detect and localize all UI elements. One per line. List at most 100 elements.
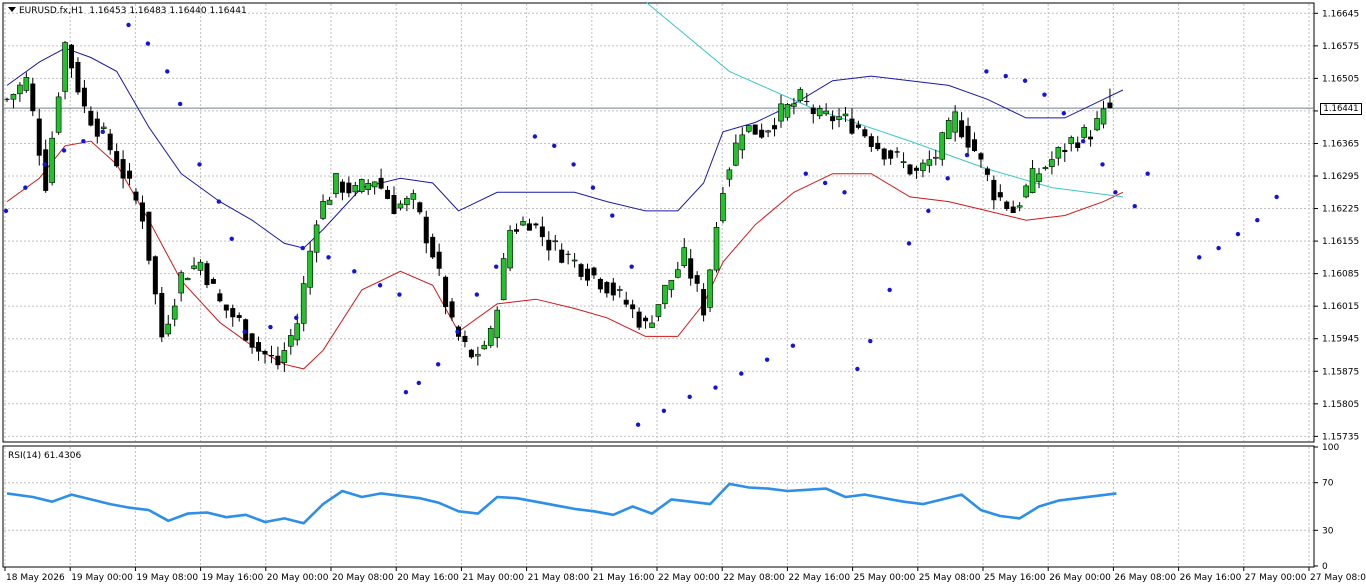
candle-bear — [604, 282, 610, 294]
time-tick-label: 20 May 16:00 — [397, 573, 459, 583]
price-grid — [4, 4, 1313, 441]
psar-dot — [494, 264, 499, 269]
candle-bear — [862, 129, 868, 137]
price-tick-label: 1.16085 — [1322, 270, 1359, 280]
candle-bear — [385, 189, 391, 199]
time-tick-label: 20 May 00:00 — [267, 573, 329, 583]
candle-bear — [107, 133, 113, 151]
rsi-tick-label: 0 — [1322, 562, 1328, 572]
time-tick-label: 22 May 16:00 — [788, 573, 850, 583]
psar-dot — [1080, 138, 1086, 144]
psar-dot — [81, 138, 86, 144]
psar-dot — [229, 236, 234, 241]
candle-bear — [223, 304, 229, 311]
lower-band-line — [6, 140, 1124, 370]
psar-dot — [177, 101, 183, 107]
candle-bull — [674, 269, 681, 278]
price-tick-label: 1.16295 — [1322, 172, 1359, 182]
candle-bull — [952, 111, 958, 133]
candle-bull — [481, 344, 488, 350]
candle-bull — [720, 193, 726, 222]
candle-bull — [487, 327, 494, 346]
psar-dot — [964, 152, 970, 158]
candle-bull — [733, 142, 739, 166]
candle-bull — [49, 137, 55, 183]
psar-dot — [100, 129, 105, 135]
candle-bull — [358, 179, 365, 193]
candle-bear — [230, 308, 236, 318]
psar-dot — [197, 162, 202, 167]
psar-dot — [635, 422, 641, 427]
rsi-label: RSI(14) 61.4306 — [8, 451, 82, 461]
candle-bull — [365, 183, 372, 191]
candle-bull — [333, 173, 339, 195]
candle-bull — [791, 103, 797, 107]
candle-bull — [681, 247, 688, 267]
candle-bull — [552, 240, 559, 243]
price-tick-label: 1.16155 — [1322, 237, 1359, 247]
candle-bear — [907, 164, 913, 175]
candle-bear — [443, 276, 449, 307]
psar-dot — [552, 143, 557, 148]
candle-bear — [69, 44, 74, 69]
candle-bear — [888, 150, 894, 159]
candle-bear — [810, 107, 816, 115]
candle-bear — [127, 170, 133, 179]
candle-bull — [313, 224, 320, 253]
psar-dot — [855, 366, 860, 372]
timeframe-label: H1 — [71, 6, 84, 16]
candle-bull — [571, 259, 578, 262]
candle-bull — [507, 229, 513, 269]
candle-bull — [520, 221, 526, 226]
price-axis: 1.166451.165751.165051.164351.163651.162… — [1314, 9, 1359, 442]
candle-bull — [1055, 147, 1062, 159]
candle-bear — [94, 118, 100, 137]
candle-bull — [1049, 159, 1055, 167]
symbol-name: EURUSD.fx — [19, 6, 69, 16]
candle-bear — [75, 61, 81, 93]
upper-band-line — [6, 47, 1124, 249]
candle-bull — [1068, 137, 1075, 145]
psar-dot — [764, 357, 770, 362]
psar-dot — [403, 389, 409, 395]
candle-bear — [972, 139, 977, 152]
candle-bull — [320, 201, 326, 219]
psar-dot — [455, 329, 460, 334]
psar-dot — [945, 176, 950, 181]
candle-bear — [997, 192, 1003, 198]
candle-bull — [184, 277, 191, 281]
candle-bull — [1023, 185, 1029, 198]
candle-bear — [120, 159, 126, 179]
candles — [4, 40, 1113, 372]
candle-bull — [397, 203, 404, 209]
time-tick-label: 19 May 00:00 — [71, 573, 133, 583]
candle-bull — [494, 309, 501, 338]
candle-bear — [88, 110, 94, 126]
dropdown-arrow-icon[interactable] — [8, 7, 16, 12]
candle-bull — [191, 265, 197, 269]
rsi-tick-label: 30 — [1322, 526, 1334, 536]
candle-bull — [1100, 108, 1107, 125]
candle-bear — [597, 278, 603, 290]
psar-dot — [474, 292, 480, 297]
candle-bull — [713, 227, 720, 271]
psar-dot — [377, 283, 383, 288]
candle-bear — [436, 251, 442, 269]
psar-dot — [435, 362, 441, 367]
candle-bear — [991, 179, 997, 201]
candle-bear — [152, 256, 158, 295]
slow-ma-line — [645, 1, 1123, 198]
time-tick-label: 25 May 08:00 — [919, 573, 981, 583]
candle-bear — [249, 333, 255, 348]
psar-dot — [906, 241, 912, 246]
price-tick-label: 1.16645 — [1322, 9, 1359, 19]
psar-dot — [629, 264, 634, 269]
candle-bull — [100, 126, 107, 129]
candle-bear — [875, 142, 881, 150]
candle-bear — [759, 129, 765, 138]
candle-bear — [849, 118, 855, 134]
candle-bear — [1010, 206, 1016, 214]
candle-bear — [546, 239, 552, 251]
candle-bull — [939, 132, 946, 160]
